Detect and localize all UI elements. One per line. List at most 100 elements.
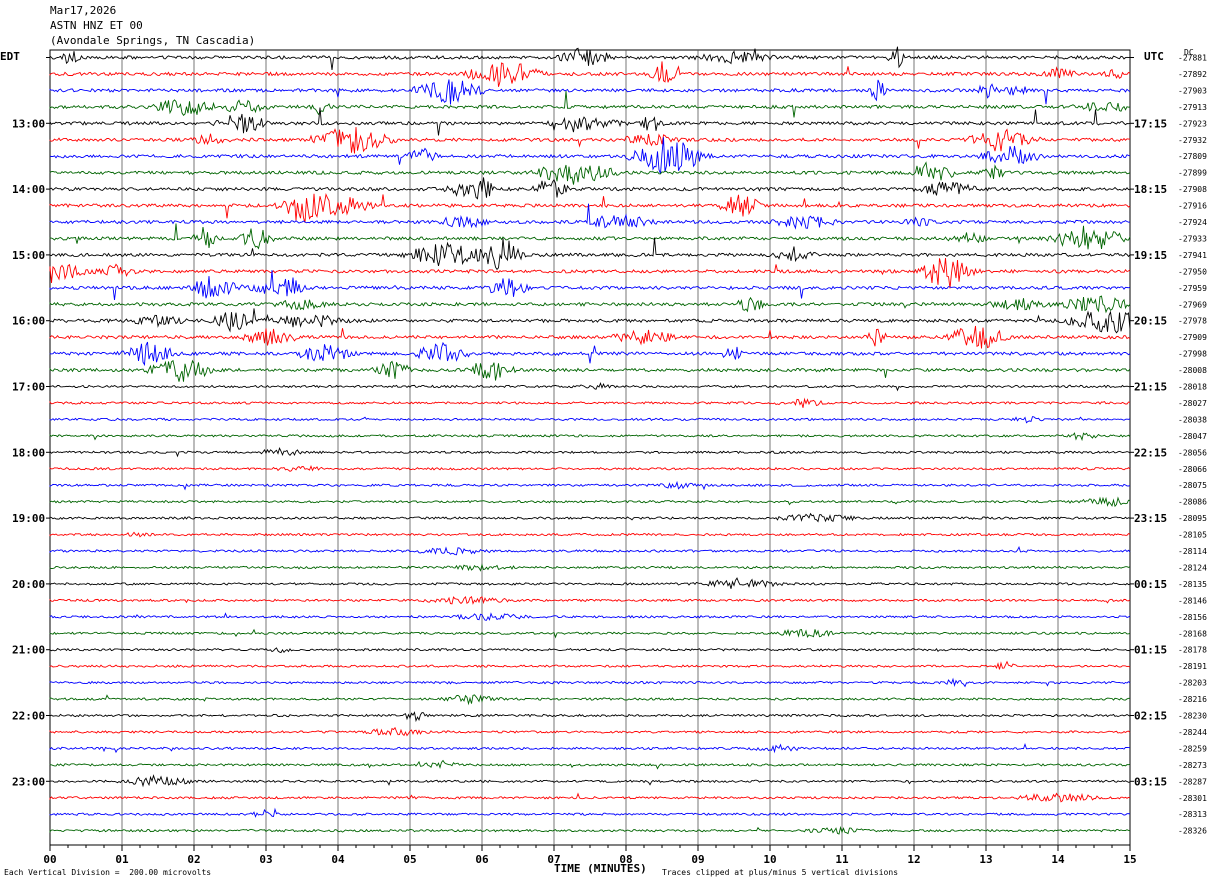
edt-hour-label: 14:00 [12, 183, 45, 196]
seismic-trace [49, 341, 1131, 367]
seismic-trace [49, 177, 1131, 200]
trace-offset-label: -28244 [1178, 728, 1207, 737]
edt-hour-label: 16:00 [12, 315, 45, 328]
trace-offset-label: -28124 [1178, 563, 1207, 572]
trace-offset-label: -28178 [1178, 646, 1207, 655]
trace-offset-label: -28259 [1178, 744, 1207, 753]
seismic-trace [49, 223, 1131, 250]
trace-offset-label: -27892 [1178, 70, 1207, 79]
seismic-trace [49, 759, 1131, 770]
footer-scale-note: Each Vertical Division = 200.00 microvol… [4, 868, 212, 877]
seismic-trace [49, 726, 1131, 737]
seismic-trace [49, 432, 1131, 442]
seismic-trace [49, 677, 1131, 688]
trace-offset-label: -27923 [1178, 119, 1207, 128]
utc-hour-label: 01:15 [1134, 644, 1167, 657]
seismic-trace [49, 91, 1131, 118]
trace-offset-label: -28287 [1178, 777, 1207, 786]
seismic-trace [49, 192, 1131, 223]
x-tick-label: 03 [259, 853, 272, 866]
plot-date: Mar17,2026 [50, 4, 117, 17]
x-tick-label: 11 [835, 853, 849, 866]
trace-offset-label: -27881 [1178, 54, 1207, 63]
x-tick-label: 10 [763, 853, 776, 866]
seismic-trace [49, 792, 1131, 803]
seismic-trace [49, 127, 1130, 154]
seismic-trace [49, 465, 1131, 472]
trace-offset-label: -28038 [1178, 415, 1207, 424]
trace-offset-label: -28313 [1178, 810, 1207, 819]
seismic-trace [49, 79, 1131, 105]
seismic-trace [49, 496, 1131, 508]
trace-offset-label: -27908 [1178, 185, 1207, 194]
edt-hour-label: 21:00 [12, 644, 45, 657]
edt-hour-label: 17:00 [12, 381, 45, 394]
seismic-trace [49, 270, 1131, 301]
seismic-trace [49, 137, 1131, 175]
seismic-trace [49, 359, 1131, 382]
seismic-trace [49, 531, 1131, 538]
x-tick-label: 01 [115, 853, 129, 866]
trace-offset-label: -27913 [1178, 103, 1207, 112]
edt-hour-label: 13:00 [12, 117, 45, 130]
x-tick-label: 04 [331, 853, 345, 866]
trace-offset-label: -28105 [1178, 531, 1207, 540]
trace-offset-label: -28301 [1178, 794, 1207, 803]
edt-hour-label: 23:00 [12, 775, 45, 788]
trace-offset-label: -28216 [1178, 695, 1207, 704]
trace-offset-label: -28326 [1178, 827, 1207, 836]
trace-offset-label: -27809 [1178, 152, 1207, 161]
x-tick-label: 00 [43, 853, 56, 866]
x-tick-label: 09 [691, 853, 704, 866]
utc-hour-label: 22:15 [1134, 446, 1167, 459]
x-tick-label: 07 [547, 853, 560, 866]
edt-hour-label: 20:00 [12, 578, 45, 591]
trace-offset-label: -27950 [1178, 267, 1207, 276]
trace-offset-label: -28135 [1178, 580, 1207, 589]
x-tick-label: 06 [475, 853, 489, 866]
seismic-trace [49, 595, 1131, 605]
seismic-trace [49, 563, 1131, 572]
x-tick-label: 08 [619, 853, 632, 866]
trace-offset-label: -28075 [1178, 481, 1207, 490]
seismic-trace [49, 61, 1131, 87]
trace-offset-label: -28066 [1178, 465, 1207, 474]
seismic-trace [49, 807, 1131, 818]
utc-hour-label: 19:15 [1134, 249, 1167, 262]
x-tick-label: 02 [187, 853, 200, 866]
offset-header: DC [1184, 48, 1194, 57]
seismic-trace [49, 546, 1131, 556]
edt-hour-label: 19:00 [12, 512, 45, 525]
seismic-trace [49, 480, 1131, 491]
x-tick-label: 05 [403, 853, 416, 866]
trace-offset-label: -28273 [1178, 761, 1207, 770]
seismic-trace [49, 660, 1131, 670]
seismic-trace [49, 577, 1131, 589]
trace-offset-label: -27916 [1178, 202, 1207, 211]
seismic-trace [49, 628, 1131, 639]
seismic-trace [49, 774, 1131, 788]
trace-offset-label: -28114 [1178, 547, 1207, 556]
trace-offset-label: -28047 [1178, 432, 1207, 441]
x-axis-title: TIME (MINUTES) [554, 862, 647, 875]
trace-offset-label: -28191 [1178, 662, 1207, 671]
x-tick-label: 14 [1051, 853, 1065, 866]
plot-frame [49, 49, 1131, 846]
trace-offset-label: -28018 [1178, 383, 1207, 392]
seismic-trace [49, 295, 1131, 314]
seismic-trace [49, 416, 1131, 424]
utc-hour-label: 23:15 [1134, 512, 1167, 525]
seismic-trace [49, 161, 1131, 185]
trace-offset-label: -28008 [1178, 366, 1207, 375]
seismic-trace [49, 237, 1131, 271]
footer-clip-note: Traces clipped at plus/minus 5 vertical … [662, 868, 899, 877]
x-tick-label: 12 [907, 853, 920, 866]
trace-offset-label: -27899 [1178, 169, 1207, 178]
trace-offset-label: -27932 [1178, 136, 1207, 145]
utc-hour-label: 03:15 [1134, 775, 1167, 788]
trace-offset-label: -28027 [1178, 399, 1207, 408]
trace-offset-label: -28095 [1178, 514, 1207, 523]
utc-hour-label: 18:15 [1134, 183, 1167, 196]
station-location: (Avondale Springs, TN Cascadia) [50, 34, 256, 47]
